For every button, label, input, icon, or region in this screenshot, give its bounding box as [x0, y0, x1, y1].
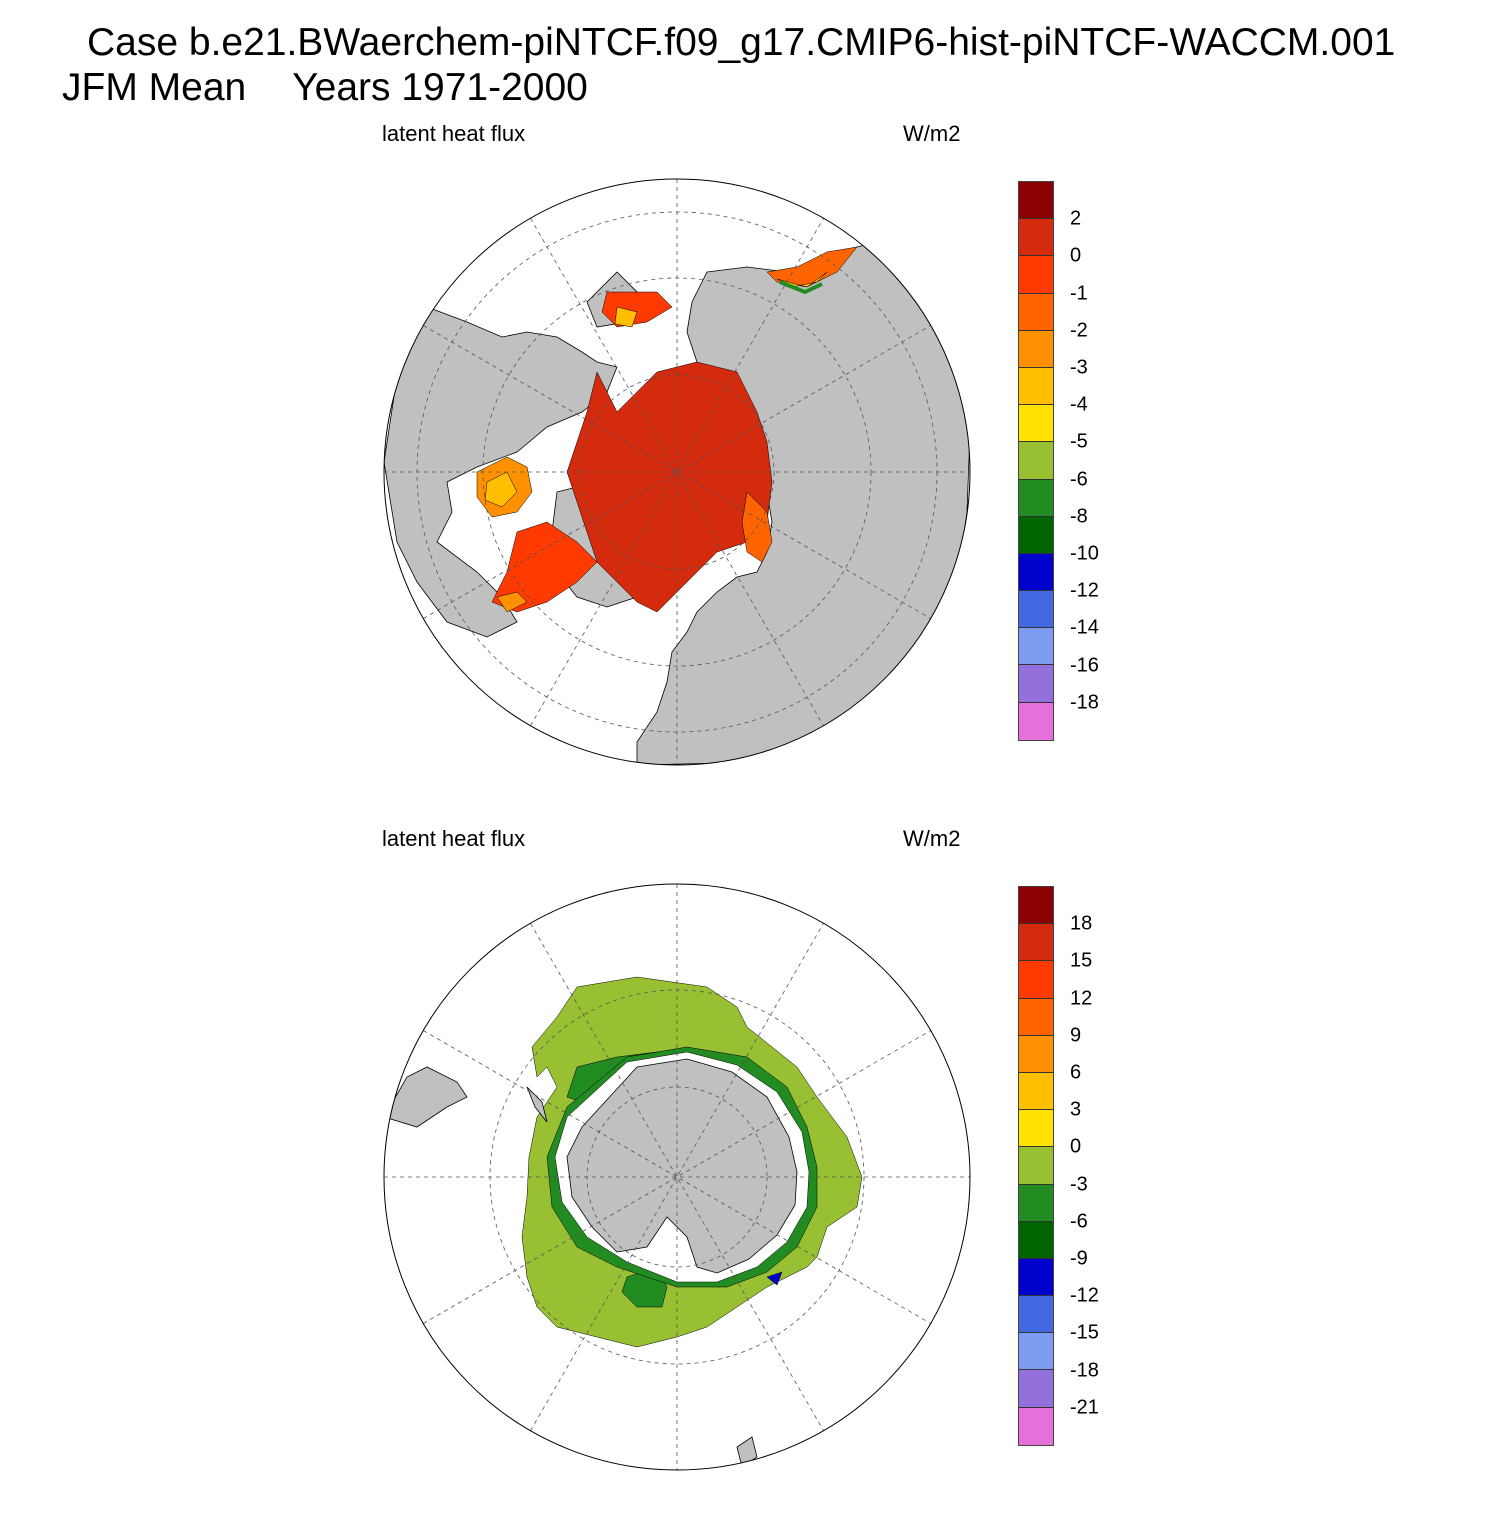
colorbar-swatch [1019, 479, 1053, 517]
graticule [384, 179, 970, 765]
antarctic-panel: latent heat flux W/m2 [0, 815, 1500, 1515]
colorbar-swatch [1019, 219, 1053, 257]
colorbar-tick-label: 0 [1070, 1135, 1082, 1158]
colorbar-tick-label: -4 [1070, 393, 1088, 416]
colorbar-tick-label: -16 [1070, 654, 1099, 677]
colorbar-tick-label: -6 [1070, 1210, 1088, 1233]
colorbar-tick-label: -5 [1070, 430, 1088, 453]
colorbar-tick-label: -3 [1070, 1173, 1088, 1196]
colorbar-swatch [1019, 1296, 1053, 1334]
colorbar-swatch [1019, 442, 1053, 480]
years-label: Years 1971-2000 [292, 66, 588, 109]
arctic-panel: latent heat flux W/m2 [0, 110, 1500, 810]
colorbar-tick-label: -12 [1070, 579, 1099, 602]
colorbar-tick-label: -14 [1070, 616, 1099, 639]
panel-units-label: W/m2 [903, 826, 961, 851]
map-boundary [383, 178, 971, 766]
colorbar-tick-label: 9 [1070, 1024, 1082, 1047]
season-label: JFM Mean [62, 66, 247, 109]
colorbar-tick-label: 2 [1070, 207, 1082, 230]
panel-units-label: W/m2 [903, 121, 961, 146]
colorbar-swatch [1019, 256, 1053, 294]
colorbar-swatch [1019, 367, 1053, 406]
colorbar-box [1018, 181, 1054, 741]
colorbar-tick-label: 0 [1070, 244, 1082, 267]
arctic-polar-map [383, 178, 971, 766]
period-title: JFM Mean Years 1971-2000 [62, 68, 588, 107]
colorbar-tick-label: -1 [1070, 282, 1088, 305]
colorbar-tick-label: -18 [1070, 691, 1099, 714]
colorbar-swatch [1019, 1258, 1053, 1297]
colorbar-swatch [1019, 702, 1053, 740]
colorbar-swatch [1019, 293, 1053, 331]
colorbar-tick-label: -12 [1070, 1284, 1099, 1307]
colorbar-swatch [1019, 1035, 1053, 1073]
antarctica-land [566, 1058, 798, 1274]
colorbar-tick-label: -18 [1070, 1359, 1099, 1382]
colorbar-swatch [1019, 1221, 1053, 1259]
case-title: Case b.e21.BWaerchem-piNTCF.f09_g17.CMIP… [87, 21, 1396, 64]
colorbar-swatch [1019, 330, 1053, 368]
colorbar-swatch [1019, 924, 1053, 962]
colorbar-swatch [1019, 591, 1053, 629]
colorbar-swatch [1019, 1184, 1053, 1222]
colorbar-box [1018, 886, 1054, 1446]
colorbar-swatch [1019, 1407, 1053, 1445]
colorbar-swatch [1019, 1072, 1053, 1111]
colorbar-swatch [1019, 182, 1053, 220]
colorbar: 2 0 -1 -2 -3 -4 -5 -6 -8 -10 -12 -14 -16 -18 [1018, 181, 1099, 741]
colorbar-tick-label: -15 [1070, 1321, 1099, 1344]
colorbar-tick-label: -21 [1070, 1396, 1099, 1419]
colorbar-swatch [1019, 405, 1053, 443]
colorbar-tick-label: 15 [1070, 949, 1093, 972]
colorbar-tick-label: -6 [1070, 468, 1088, 491]
colorbar-swatch [1019, 961, 1053, 999]
graticule [384, 884, 970, 1470]
colorbar-tick-label: -10 [1070, 542, 1099, 565]
colorbar-swatch [1019, 553, 1053, 592]
colorbar-tick-label: 18 [1070, 912, 1093, 935]
colorbar-swatch [1019, 1147, 1053, 1185]
colorbar-tick-label: -8 [1070, 505, 1088, 528]
colorbar-swatch [1019, 628, 1053, 666]
colorbar: 18 15 12 9 6 3 0 -3 -6 -9 -12 -15 -18 -21 [1018, 886, 1099, 1446]
colorbar-swatch [1019, 1370, 1053, 1408]
antarctic-polar-map [383, 883, 971, 1471]
colorbar-swatch [1019, 1333, 1053, 1371]
colorbar-tick-label: 3 [1070, 1098, 1082, 1121]
colorbar-tick-label: -3 [1070, 356, 1088, 379]
colorbar-tick-label: -2 [1070, 319, 1088, 342]
panel-left-label: latent heat flux [382, 121, 526, 146]
colorbar-tick-label: 12 [1070, 987, 1093, 1010]
colorbar-swatch [1019, 665, 1053, 703]
panel-left-label: latent heat flux [382, 826, 526, 851]
map-boundary [383, 883, 971, 1471]
colorbar-tick-label: 6 [1070, 1061, 1082, 1084]
colorbar-tick-label: -9 [1070, 1247, 1088, 1270]
colorbar-swatch [1019, 998, 1053, 1036]
colorbar-swatch [1019, 516, 1053, 554]
colorbar-swatch [1019, 1110, 1053, 1148]
sea-ice-flux-field [476, 246, 858, 613]
south-america-land [384, 1066, 758, 1468]
colorbar-swatch [1019, 887, 1053, 925]
